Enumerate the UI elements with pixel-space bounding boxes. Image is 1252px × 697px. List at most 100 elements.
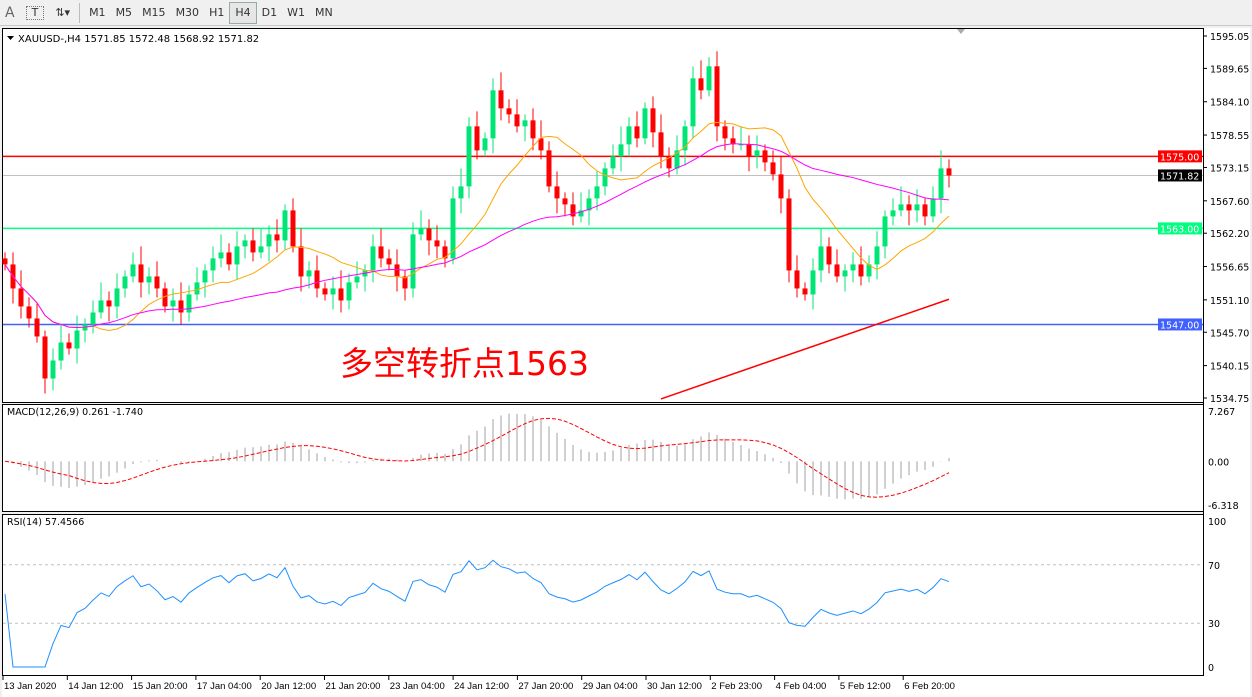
candle-body xyxy=(458,186,464,199)
candle xyxy=(898,186,904,217)
timeframe-d1[interactable]: D1 xyxy=(261,6,278,19)
candle-body xyxy=(434,240,440,247)
candle xyxy=(738,126,744,151)
candle xyxy=(210,246,216,283)
text-label-tool-button[interactable]: T xyxy=(25,5,45,20)
time-label: 14 Jan 12:00 xyxy=(68,681,123,692)
candle-body xyxy=(810,270,816,295)
candle-body xyxy=(826,246,832,265)
candle-body xyxy=(66,342,72,349)
rsi-pane[interactable] xyxy=(2,514,1204,676)
candle xyxy=(218,234,224,268)
candle xyxy=(706,57,712,97)
candle-body xyxy=(242,240,248,247)
candle-body xyxy=(34,318,40,337)
collapse-triangle-icon[interactable] xyxy=(7,36,14,40)
candle-body xyxy=(466,126,472,187)
candle xyxy=(458,168,464,214)
candle-body xyxy=(474,126,480,151)
timeframe-w1[interactable]: W1 xyxy=(287,6,305,19)
timeframe-m30[interactable]: M30 xyxy=(175,6,200,19)
candle-body xyxy=(538,138,544,151)
rsi-line xyxy=(4,559,950,668)
shift-marker-icon[interactable] xyxy=(957,29,965,34)
candle xyxy=(770,150,776,181)
candle xyxy=(90,300,96,334)
candle xyxy=(786,189,792,283)
candle-body xyxy=(514,114,520,127)
price-tick-label: 1589.65 xyxy=(1210,64,1249,75)
candle-body xyxy=(642,108,648,139)
candle xyxy=(538,120,544,160)
timeframe-h4[interactable]: H4 xyxy=(229,1,257,24)
main-pane[interactable] xyxy=(2,28,1204,403)
candle-body xyxy=(698,78,704,91)
timeframe-h1[interactable]: H1 xyxy=(209,6,225,19)
candle xyxy=(578,192,584,223)
candle xyxy=(418,210,424,241)
candle-body xyxy=(834,264,840,277)
timeframe-mn[interactable]: MN xyxy=(314,6,333,19)
candle xyxy=(282,204,288,250)
annotation-text[interactable]: 多空转折点1563 xyxy=(340,344,589,383)
candle-body xyxy=(946,168,952,176)
candle-body xyxy=(338,288,344,301)
candle-body xyxy=(42,336,48,379)
time-axis[interactable] xyxy=(2,676,1250,697)
candle-body xyxy=(274,234,280,241)
candle xyxy=(610,144,616,175)
candle-body xyxy=(658,132,664,157)
timeframe-m5[interactable]: M5 xyxy=(115,6,133,19)
candle-body xyxy=(818,246,824,271)
candle-body xyxy=(178,300,184,313)
time-label: 17 Jan 04:00 xyxy=(197,681,252,692)
candle-body xyxy=(490,90,496,139)
candle-body xyxy=(762,150,768,163)
ma-slow-line xyxy=(4,143,950,328)
candle xyxy=(386,249,392,271)
candle xyxy=(794,255,800,298)
text-tool-button[interactable]: A xyxy=(5,4,15,21)
current-price-label: 1571.82 xyxy=(1160,171,1199,182)
candle xyxy=(810,258,816,310)
candle xyxy=(938,150,944,214)
candle xyxy=(746,135,752,172)
candle xyxy=(42,330,48,394)
price-axis[interactable] xyxy=(1204,28,1250,676)
candle xyxy=(754,135,760,169)
candle-body xyxy=(706,66,712,91)
candle-body xyxy=(482,138,488,151)
chart-window[interactable]: XAUUSD-,H4 1571.85 1572.48 1568.92 1571.… xyxy=(0,27,1252,697)
candle-body xyxy=(354,276,360,283)
candle xyxy=(26,297,32,328)
candle-body xyxy=(378,246,384,259)
candle xyxy=(306,261,312,289)
candle xyxy=(346,273,352,310)
timeframe-m1[interactable]: M1 xyxy=(89,6,106,19)
candle xyxy=(690,66,696,139)
candle xyxy=(602,162,608,196)
price-tick-label: 1584.10 xyxy=(1210,98,1249,109)
candle-body xyxy=(506,108,512,115)
candle xyxy=(74,315,80,364)
candle-body xyxy=(266,234,272,247)
candle-body xyxy=(914,204,920,211)
candle-body xyxy=(130,264,136,277)
macd-label: MACD(12,26,9) 0.261 -1.740 xyxy=(7,407,143,418)
candle xyxy=(66,333,72,355)
candle-body xyxy=(322,288,328,295)
candle-body xyxy=(922,204,928,217)
toolbar: A T ⇅▾ M1 M5 M15 M30 H1 H4 D1 W1 MN xyxy=(0,0,1252,26)
arrows-dropdown-icon[interactable]: ⇅▾ xyxy=(55,6,71,19)
timeframe-m15[interactable]: M15 xyxy=(142,6,166,19)
macd-signal-line xyxy=(4,417,950,498)
macd-pane[interactable] xyxy=(2,404,1204,512)
candle xyxy=(34,303,40,343)
candle-body xyxy=(370,246,376,271)
candle-body xyxy=(202,270,208,283)
candle xyxy=(490,78,496,154)
candle xyxy=(874,231,880,280)
level-price-tag xyxy=(1158,150,1202,163)
candle-body xyxy=(650,108,656,133)
candle xyxy=(514,99,520,133)
